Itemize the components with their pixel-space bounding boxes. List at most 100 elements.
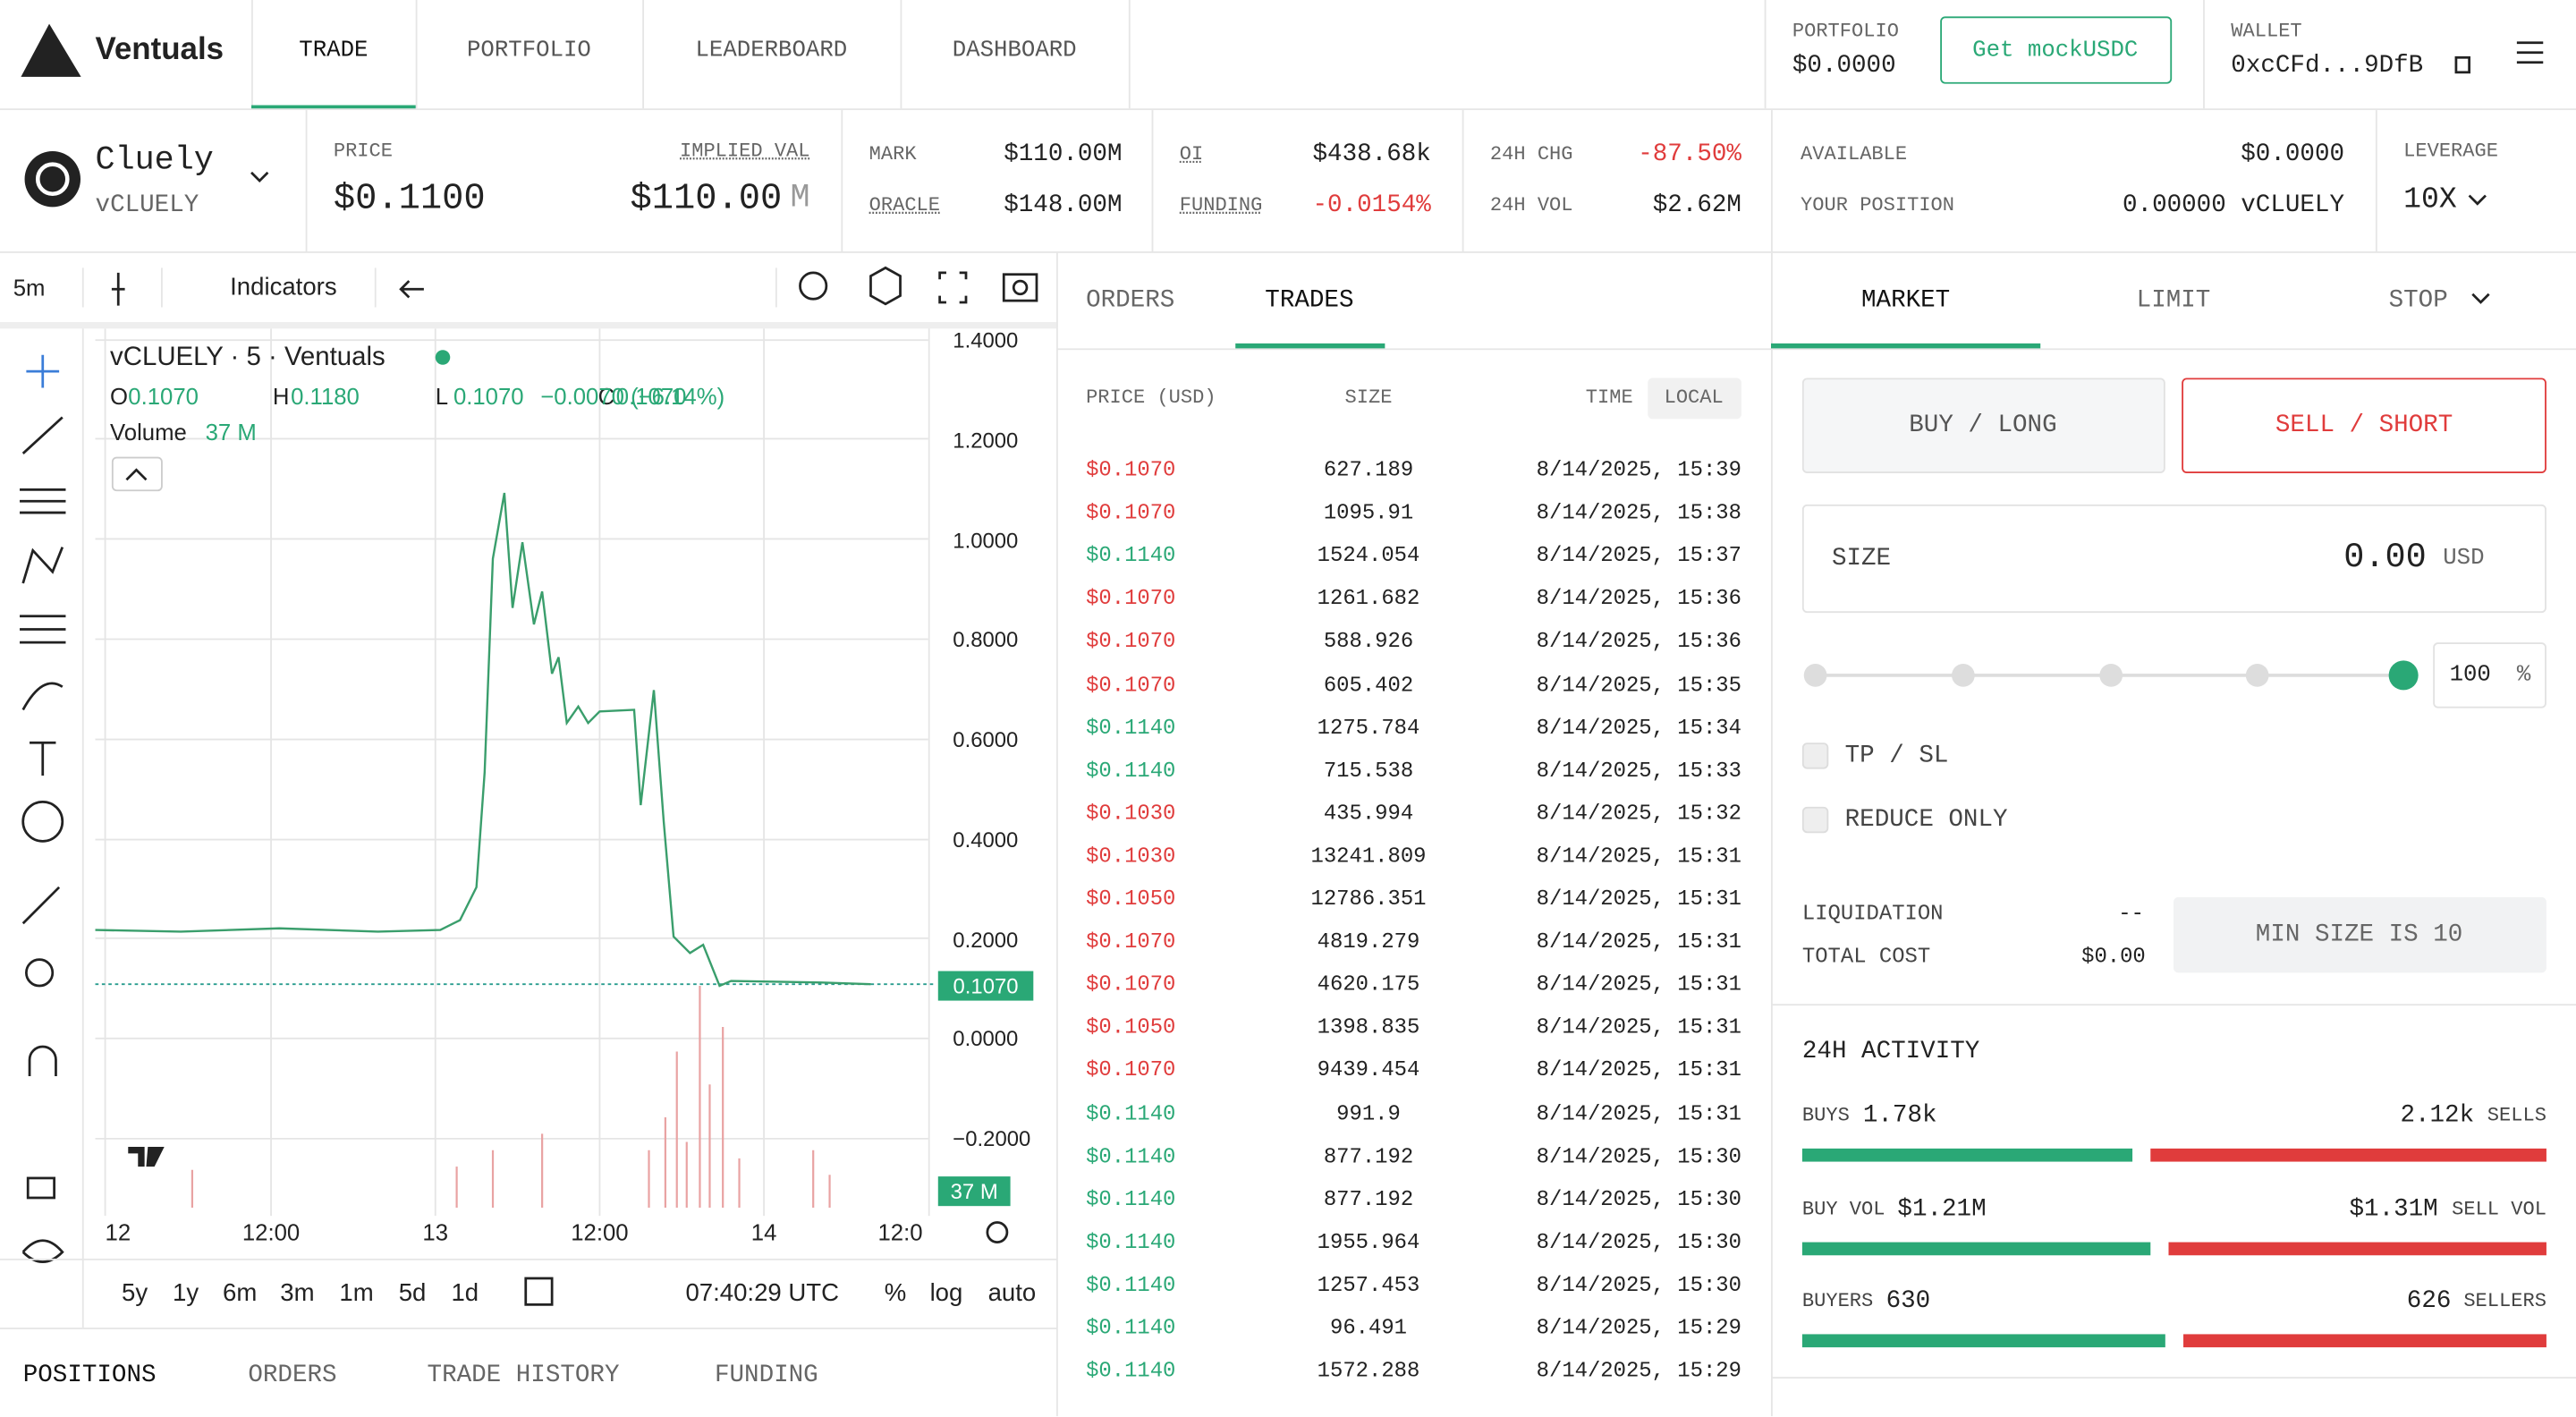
order-tab[interactable]: MARKET — [1861, 286, 1951, 315]
trade-size: 1955.964 — [1317, 1229, 1420, 1254]
indicators-button[interactable]: Indicators — [230, 273, 337, 302]
range-button[interactable]: 1y — [173, 1278, 199, 1308]
trade-size: 605.402 — [1323, 672, 1414, 697]
trade-time: 8/14/2025, 15:31 — [1536, 1057, 1741, 1083]
label: % — [2516, 662, 2531, 689]
label[interactable]: REDUCE ONLY — [1844, 805, 2008, 835]
label: 14 — [750, 1218, 777, 1246]
percent-box — [2433, 642, 2546, 708]
bottom-tab[interactable]: TRADE HISTORY — [427, 1361, 620, 1389]
label: 0.6000 — [953, 726, 1019, 752]
trade-time: 8/14/2025, 15:36 — [1536, 629, 1741, 654]
collapse-button — [111, 456, 163, 492]
label: 2.12k — [2400, 1101, 2475, 1130]
trade-price: $0.1070 — [1086, 457, 1176, 483]
min-size-box — [2174, 896, 2546, 973]
label: 1.2000 — [953, 428, 1019, 453]
divider — [161, 267, 163, 308]
trade-time: 8/14/2025, 15:30 — [1536, 1186, 1741, 1212]
label: $1.21M — [1897, 1195, 1987, 1224]
trade-price: $0.1050 — [1086, 1014, 1176, 1040]
label: H — [272, 382, 290, 410]
trade-size: 627.189 — [1323, 457, 1414, 483]
scale-option[interactable]: auto — [987, 1278, 1037, 1308]
label: WALLET — [2231, 20, 2302, 43]
buy-button[interactable]: BUY / LONG — [1909, 412, 2057, 440]
label: -0.0154% — [1312, 191, 1431, 220]
label[interactable]: LOCAL — [1664, 386, 1724, 410]
divider — [1056, 348, 1772, 351]
label: BUYERS — [1801, 1289, 1874, 1313]
trade-time: 8/14/2025, 15:36 — [1536, 586, 1741, 611]
label[interactable]: TP / SL — [1844, 742, 1949, 770]
label: SELLS — [2487, 1104, 2546, 1128]
nav-tab[interactable]: TRADE — [299, 38, 369, 64]
trade-size: 4819.279 — [1317, 929, 1420, 955]
trade-size: 1524.054 — [1317, 543, 1420, 568]
label: OI — [1179, 142, 1204, 166]
panel-tab[interactable]: ORDERS — [1086, 286, 1175, 315]
nav-tab[interactable]: LEADERBOARD — [695, 38, 848, 64]
label: 0.8000 — [953, 627, 1019, 652]
bottom-tab[interactable]: POSITIONS — [22, 1361, 157, 1389]
trade-time: 8/14/2025, 15:39 — [1536, 457, 1741, 483]
range-button[interactable]: 1m — [339, 1278, 374, 1308]
price-line — [95, 492, 871, 988]
divider — [0, 322, 1057, 329]
nav-tab[interactable]: DASHBOARD — [952, 38, 1077, 64]
label: 37 M — [950, 1178, 998, 1204]
divider — [0, 108, 2576, 111]
range-button[interactable]: 5y — [122, 1278, 148, 1308]
scale-option[interactable]: % — [884, 1278, 907, 1308]
label: 24H CHG — [1489, 142, 1573, 166]
scale-option[interactable]: log — [929, 1278, 963, 1308]
divider — [775, 267, 777, 308]
label: −0.2000 — [953, 1126, 1031, 1151]
divider — [251, 0, 253, 109]
label: SIZE — [1831, 544, 1892, 573]
order-tab[interactable]: LIMIT — [2136, 286, 2211, 315]
label: 0xcCFd...9DfB — [2231, 51, 2424, 81]
label: 1.0000 — [953, 527, 1019, 553]
label: 07:40:29 UTC — [685, 1278, 840, 1308]
range-button[interactable]: 3m — [280, 1278, 315, 1308]
last-volume-box — [937, 1176, 1011, 1207]
label: ORACLE — [869, 193, 941, 217]
label: $438.68k — [1312, 140, 1431, 169]
range-button[interactable]: 6m — [223, 1278, 258, 1308]
slider-knob — [2388, 660, 2419, 691]
nav-tab[interactable]: PORTFOLIO — [466, 38, 591, 64]
sell-button[interactable]: SELL / SHORT — [2275, 412, 2453, 440]
buy-bar — [1801, 1242, 2151, 1256]
mock-button[interactable]: Get mockUSDC — [1972, 38, 2139, 64]
label: vCLUELY — [95, 191, 199, 220]
volume-bars — [191, 986, 831, 1209]
trade-price: $0.1140 — [1086, 715, 1176, 740]
trade-time: 8/14/2025, 15:33 — [1536, 758, 1741, 783]
label: Volume — [110, 419, 187, 445]
trade-size: 1257.453 — [1317, 1272, 1420, 1297]
bottom-tab[interactable]: ORDERS — [248, 1361, 337, 1389]
label: 0.00 — [2343, 539, 2427, 578]
divider — [0, 1258, 1057, 1260]
trade-price: $0.1030 — [1086, 801, 1176, 826]
bottom-tab[interactable]: FUNDING — [714, 1361, 818, 1389]
label: 0.4000 — [953, 827, 1019, 852]
trade-price: $0.1140 — [1086, 1315, 1176, 1340]
slider-stop — [1803, 664, 1827, 687]
trade-size: 991.9 — [1336, 1100, 1401, 1126]
order-tab[interactable]: STOP — [2388, 286, 2448, 315]
panel-tab[interactable]: TRADES — [1265, 286, 1354, 315]
slider-stop — [1952, 664, 1975, 687]
label: PRICE — [333, 140, 394, 163]
divider — [900, 0, 902, 109]
active-underline — [251, 105, 416, 109]
divider — [1462, 110, 1464, 252]
label: 24H ACTIVITY — [1801, 1037, 1980, 1066]
label: C — [597, 382, 615, 410]
range-button[interactable]: 1d — [451, 1278, 479, 1308]
active-underline — [1235, 343, 1385, 349]
trade-price: $0.1070 — [1086, 972, 1176, 997]
label: SELLERS — [2463, 1289, 2546, 1313]
range-button[interactable]: 5d — [398, 1278, 427, 1308]
